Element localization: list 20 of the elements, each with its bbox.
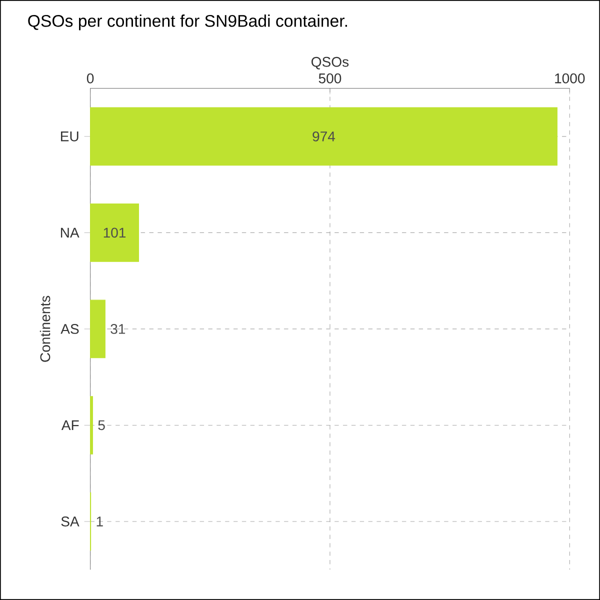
x-tick-label: 1000 [555,73,585,84]
y-tick-label: EU [60,132,78,142]
bar [90,204,139,262]
data-label: 974 [312,131,336,142]
x-tick-label: 0 [86,73,94,84]
y-axis-title: Continents [40,296,50,362]
x-axis-title: QSOs [312,56,349,70]
bar [90,300,106,358]
data-label: 101 [104,228,126,238]
bar [90,107,558,166]
data-label: 1 [96,516,103,526]
x-tick-label: 500 [318,73,342,84]
y-tick-label: NA [60,228,80,238]
data-label: 31 [110,324,126,334]
data-label: 5 [98,420,105,430]
bar [90,396,93,454]
y-tick-label: AS [60,324,79,334]
chart-title: QSOs per continent for SN9Badi container. [28,14,347,30]
y-tick-label: SA [61,516,80,526]
y-tick-label: AF [61,420,79,430]
